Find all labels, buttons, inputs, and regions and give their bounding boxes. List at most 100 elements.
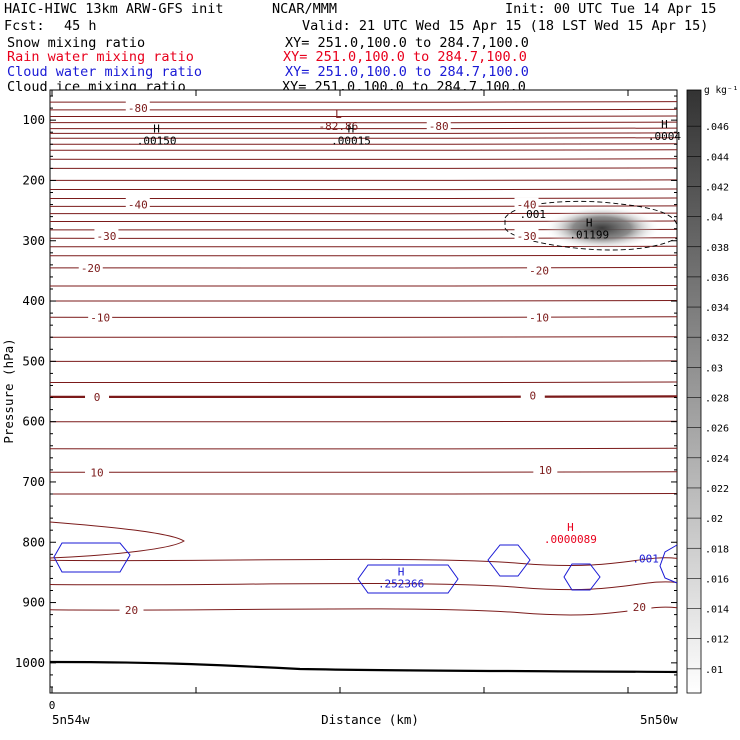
field-name-cloud-water: Cloud water mixing ratio <box>7 64 203 80</box>
contour-label: .001 <box>520 208 547 221</box>
cloud-water-contour-mid <box>487 544 531 577</box>
extremum-marker: H <box>348 122 355 135</box>
isotherm-line <box>49 395 678 398</box>
colorbar-tick-label: .026 <box>705 424 729 435</box>
extremum-marker: H <box>567 521 574 534</box>
isotherm-line <box>49 381 678 384</box>
temperature-label-bg <box>514 197 539 210</box>
isotherm-line <box>49 188 678 191</box>
isotherm-line <box>49 581 678 591</box>
extremum-value: .01199 <box>569 228 609 241</box>
temperature-label-bg <box>85 389 110 402</box>
chart-annotations: -80 -80 -40 -40 -30 -30 -20 -20 -10 -10 0 0 10 10 20 20… <box>78 101 681 617</box>
temperature-label: 10 <box>90 466 103 479</box>
colorbar-tick-label: .018 <box>705 544 729 555</box>
isotherm-line <box>49 197 678 199</box>
temperature-label: -40 <box>517 199 537 212</box>
isotherm-line <box>49 115 678 117</box>
temperature-label-bg <box>88 310 113 323</box>
colorbar-unit: g kg⁻¹ <box>704 85 738 96</box>
cloud-water-contour-small <box>563 563 601 591</box>
temperature-label-bg <box>125 101 150 114</box>
valid-time: Valid: 21 UTC Wed 15 Apr 15 (18 LST Wed … <box>302 18 709 34</box>
temperature-label: 20 <box>125 604 138 617</box>
temperature-label-bg <box>125 197 150 210</box>
isotherm-line <box>49 158 678 160</box>
field-name-snow: Snow mixing ratio <box>7 35 146 51</box>
colorbar-tick-label: .024 <box>705 454 729 465</box>
temperature-label: -20 <box>529 264 549 277</box>
colorbar-ramp <box>686 89 702 694</box>
temperature-label: -80 <box>429 120 449 133</box>
temperature-label-bg <box>533 462 558 475</box>
temperature-label: 0 <box>529 390 536 403</box>
extremum-value: -82.86 <box>319 120 359 133</box>
y-tick-label: 1000 <box>15 655 45 670</box>
x-end-label-right: 5n50w <box>640 712 678 727</box>
y-tick-label: 200 <box>22 172 45 187</box>
colorbar-tick-label: .046 <box>705 122 729 133</box>
isotherm-line <box>49 205 678 207</box>
y-tick-label: 800 <box>22 534 45 549</box>
center-label: NCAR/MMM <box>272 1 338 17</box>
temperature-label: 0 <box>94 391 101 404</box>
y-tick-label: 500 <box>22 353 45 368</box>
isotherm-line <box>49 493 678 495</box>
temperature-label-bg <box>94 228 119 241</box>
colorbar-tick-label: .01 <box>705 665 723 676</box>
isotherm-line <box>49 336 678 338</box>
extremum-value: .00150 <box>137 134 177 147</box>
model-title: HAIC-HIWC 13km ARW-GFS init <box>4 1 224 17</box>
x-axis: 0 <box>49 90 629 712</box>
isotherm-line <box>49 121 678 124</box>
colorbar-tick-label: .038 <box>705 243 729 254</box>
temperature-label-bg <box>627 599 652 612</box>
cloud-ice-contour <box>504 200 678 251</box>
colorbar-tick-label: .012 <box>705 635 729 646</box>
temperature-label: -30 <box>96 230 116 243</box>
y-tick-label: 100 <box>22 112 45 127</box>
isotherm-line <box>49 285 678 287</box>
temperature-label: -20 <box>81 262 101 275</box>
extremum-value: .0004 <box>648 130 681 143</box>
temperature-label: -10 <box>529 311 549 324</box>
colorbar-tick-label: .014 <box>705 605 729 616</box>
extremum-value: .252366 <box>378 578 424 591</box>
contour-label: .001 <box>632 553 659 566</box>
isotherm-line <box>49 557 678 566</box>
temperature-label: -80 <box>128 102 148 115</box>
isotherm-line <box>49 420 678 423</box>
isotherm-line <box>49 132 678 134</box>
isotherm-line <box>49 143 678 145</box>
temperature-label: 20 <box>633 601 646 614</box>
colorbar-tick-label: .022 <box>705 484 729 495</box>
y-axis-title: Pressure (hPa) <box>1 338 16 443</box>
plot-area <box>49 89 678 694</box>
temperature-label: -10 <box>90 311 110 324</box>
isotherm-line <box>49 471 678 473</box>
temperature-label-bg <box>527 263 552 276</box>
cloud-ice-maximum-shading <box>544 206 660 250</box>
colorbar-tick-label: .03 <box>705 363 723 374</box>
colorbar-tick-label: .02 <box>705 514 723 525</box>
colorbar-tick-label: .032 <box>705 333 729 344</box>
temperature-label-bg <box>119 602 144 615</box>
x-end-label-left: 5n54w <box>52 712 90 727</box>
cloud-water-contour-right <box>659 544 678 584</box>
isotherm-line <box>49 300 678 302</box>
x-tick-label: 0 <box>49 699 56 712</box>
colorbar-tick-label: .028 <box>705 394 729 405</box>
temperature-label-bg <box>85 465 110 478</box>
isotherm-line <box>49 149 678 151</box>
extremum-marker: H <box>661 118 668 131</box>
extremum-value: .0000089 <box>544 533 597 546</box>
extremum-marker: H <box>398 566 405 579</box>
extremum-marker: H <box>586 216 593 229</box>
y-tick-label: 300 <box>22 233 45 248</box>
colorbar-tick-label: .04 <box>705 213 723 224</box>
temperature-label-bg <box>527 310 552 323</box>
y-tick-label: 700 <box>22 474 45 489</box>
rain-water-contour <box>49 521 185 559</box>
extremum-value: .00015 <box>331 134 371 147</box>
